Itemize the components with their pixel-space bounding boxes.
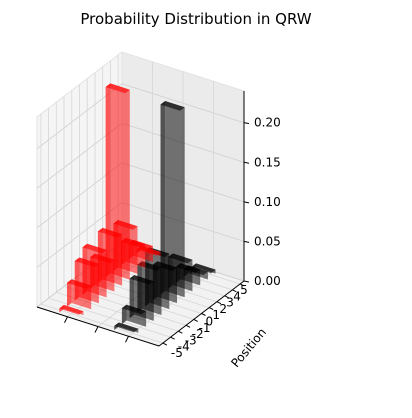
bar-top-face (97, 227, 123, 238)
bar-top-face (59, 304, 84, 315)
z-tick-label: 0.10 (254, 195, 281, 209)
bar-front-face (121, 304, 127, 325)
position-tick (239, 283, 245, 287)
depth-tick (64, 316, 68, 323)
position-tick-label: 1 (212, 308, 220, 322)
bar (67, 279, 92, 310)
depth-tick (94, 326, 99, 333)
bar-top-face (114, 322, 139, 333)
depth-tick (125, 336, 129, 343)
position-tick-label: -2 (192, 327, 204, 341)
z-grid-line (36, 83, 245, 150)
bar (59, 304, 84, 316)
bar (114, 322, 139, 333)
z-tick (243, 240, 250, 243)
position-axis-label: Position (228, 325, 269, 370)
z-tick (243, 280, 250, 283)
position-tick (193, 318, 198, 322)
position-tick (209, 307, 214, 311)
bar-top-face (129, 275, 154, 285)
bar-top-face (160, 101, 185, 111)
bar-side-face (165, 101, 185, 298)
z-tick (243, 161, 250, 164)
bar-side-face (110, 83, 130, 280)
position-tick-label: 4 (233, 289, 241, 303)
position-grid-line (40, 114, 164, 344)
position-tick (216, 301, 222, 305)
bar (105, 83, 130, 280)
position-tick (201, 313, 206, 316)
z-tick-label: 0.05 (254, 234, 281, 248)
bars-group (59, 83, 216, 333)
position-tick-label: -4 (178, 340, 190, 354)
position-tick-label: 2 (219, 302, 227, 316)
z-tick-label: 0.20 (254, 116, 281, 130)
position-tick (232, 289, 237, 293)
position-tick-label: -3 (185, 333, 197, 347)
position-grid-line (48, 108, 171, 338)
axes-group: -5-4-3-2-10 1 2 3 4 5 0.00 0.05 0.10 0.15 0.20 (36, 91, 281, 360)
position-tick (170, 336, 175, 340)
position-tick-label: -1 (199, 321, 211, 335)
bar-front-face (105, 83, 111, 278)
bar (121, 304, 147, 327)
bar-top-face (67, 279, 92, 289)
z-tick-label: 0.15 (254, 155, 281, 169)
position-tick (162, 342, 168, 346)
position-tick-label: 0 (206, 315, 214, 329)
bar-front-face (67, 279, 72, 307)
position-tick-label: 3 (226, 296, 234, 310)
position-tick-label: 5 (240, 283, 248, 297)
z-tick (243, 122, 250, 125)
bar-top-face (121, 304, 147, 315)
position-tick (224, 295, 229, 299)
bar (160, 101, 185, 298)
z-tick-label: 0.00 (254, 274, 281, 288)
z-tick (243, 201, 250, 204)
bar-top-face (82, 243, 107, 254)
position-tick-label: -5 (171, 346, 183, 360)
bar-top-face (191, 263, 216, 274)
bar-top-face (105, 83, 130, 94)
chart-title: Probability Distribution in QRW (80, 10, 311, 28)
bar-top-face (74, 257, 99, 268)
position-tick (178, 330, 183, 334)
bar-front-face (160, 101, 166, 295)
position-tick (185, 324, 191, 328)
